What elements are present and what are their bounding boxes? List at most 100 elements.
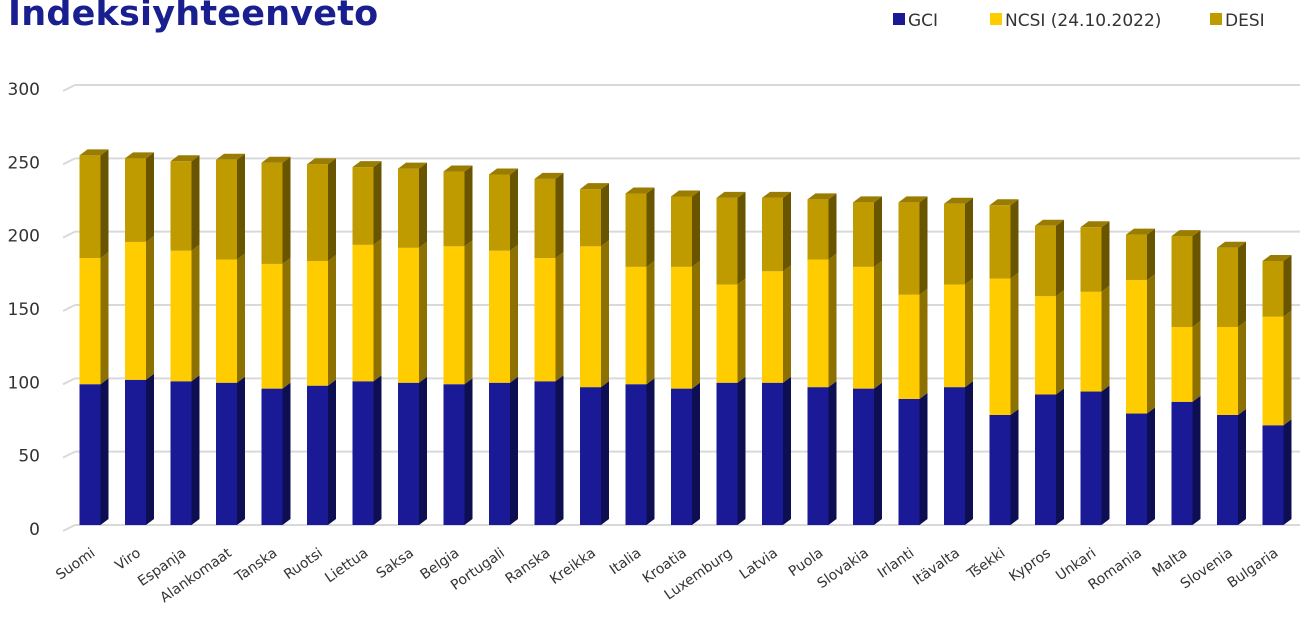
x-category-label: Slovakia [814,545,871,592]
bar-side [1283,255,1292,317]
bar-side [692,382,700,525]
x-category-label: Latvia [737,545,781,583]
bar-segment [1171,327,1193,402]
bar-segment [1262,425,1284,525]
bar-segment [261,388,283,525]
gridline-depth [62,524,76,532]
bar-side [464,378,473,525]
legend-label: NCSI (24.10.2022) [1005,11,1161,31]
bar-segment [489,250,510,383]
bar-segment [1035,394,1056,525]
bar-side [874,260,882,389]
bar-side [464,165,473,247]
bar-side [328,255,336,386]
bar-segment [398,168,419,248]
bar-top [807,193,837,200]
bar-top [944,197,973,204]
bar-segment [580,387,601,525]
bar-side [692,190,700,267]
bar-side [328,379,336,525]
gridline-depth [62,230,76,239]
bar-segment [170,250,192,382]
bar-side [419,162,427,248]
bar-segment [1126,280,1147,414]
gridline-depth [62,377,76,386]
bar-side [1056,290,1064,395]
bar-side [100,149,109,259]
x-category-label: Itävalta [910,545,963,589]
bar-top [1126,228,1155,235]
bar-top [716,191,746,198]
bar-segment [125,241,146,380]
bar-segment [1262,261,1284,317]
bar-side [100,252,109,385]
bar-segment [989,205,1011,279]
bar-segment [534,381,556,525]
bar-segment [79,258,101,385]
bar-segment [352,244,374,382]
bar-side [146,235,154,380]
bar-top [625,187,655,194]
bar-segment [807,259,829,388]
bar-side [1010,409,1019,525]
bar-side [555,172,564,259]
x-category-label: Bulgaria [1225,545,1282,591]
bar-side [783,265,791,383]
bar-side [1283,310,1292,426]
gridline-depth [62,157,76,166]
legend-swatch [1210,13,1222,25]
bar-side [919,196,928,295]
bar-side [1056,219,1064,297]
legend: GCI NCSI (24.10.2022) DESI [893,11,1265,31]
bar-segment [853,388,874,525]
y-tick-label: 150 [8,300,40,320]
bar-side [191,244,200,382]
bar-side [1192,321,1201,402]
bar-segment [1126,413,1147,525]
x-category-label: Ranska [503,545,554,587]
x-category-label: Kreikka [547,545,599,588]
legend-swatch [893,13,905,25]
bar-side [737,376,746,525]
gridline-depth [62,84,76,92]
bar-segment [762,382,783,525]
bar-side [282,382,291,525]
x-category-label: Tanska [231,545,280,586]
bar-side [646,187,655,267]
bar-side [191,375,200,525]
bar-side [1147,228,1155,281]
bar-segment [1080,291,1102,392]
legend-label: DESI [1225,11,1265,31]
bar-top [989,199,1019,206]
bar-top [580,183,609,190]
y-tick-label: 50 [18,447,40,467]
bar-top [79,149,109,156]
gridline-depth [62,450,76,459]
bar-segment [853,266,874,389]
bar-side [555,375,564,525]
bar-segment [443,171,465,247]
bar-segment [125,158,146,242]
x-category-label: Kypros [1006,545,1053,585]
bar-side [373,238,382,382]
bar-side [146,373,154,525]
bar-top [489,168,518,175]
bar-top [261,156,291,163]
bar-segment [79,155,101,259]
bar-segment [671,196,692,267]
bar-side [1010,272,1019,415]
gridline-depth [62,304,76,312]
chart-title: Indeksiyhteenveto [8,0,379,34]
bar-side [1192,230,1201,327]
bar-side [646,378,655,525]
bar-segment [170,161,192,251]
bar-segment [762,197,783,272]
bar-segment [489,174,510,251]
bar-side [601,381,609,525]
y-tick-label: 250 [8,153,40,173]
bar-top [398,162,427,169]
bar-top [762,191,791,198]
bar-side [146,152,154,242]
bar-segment [1217,327,1238,415]
